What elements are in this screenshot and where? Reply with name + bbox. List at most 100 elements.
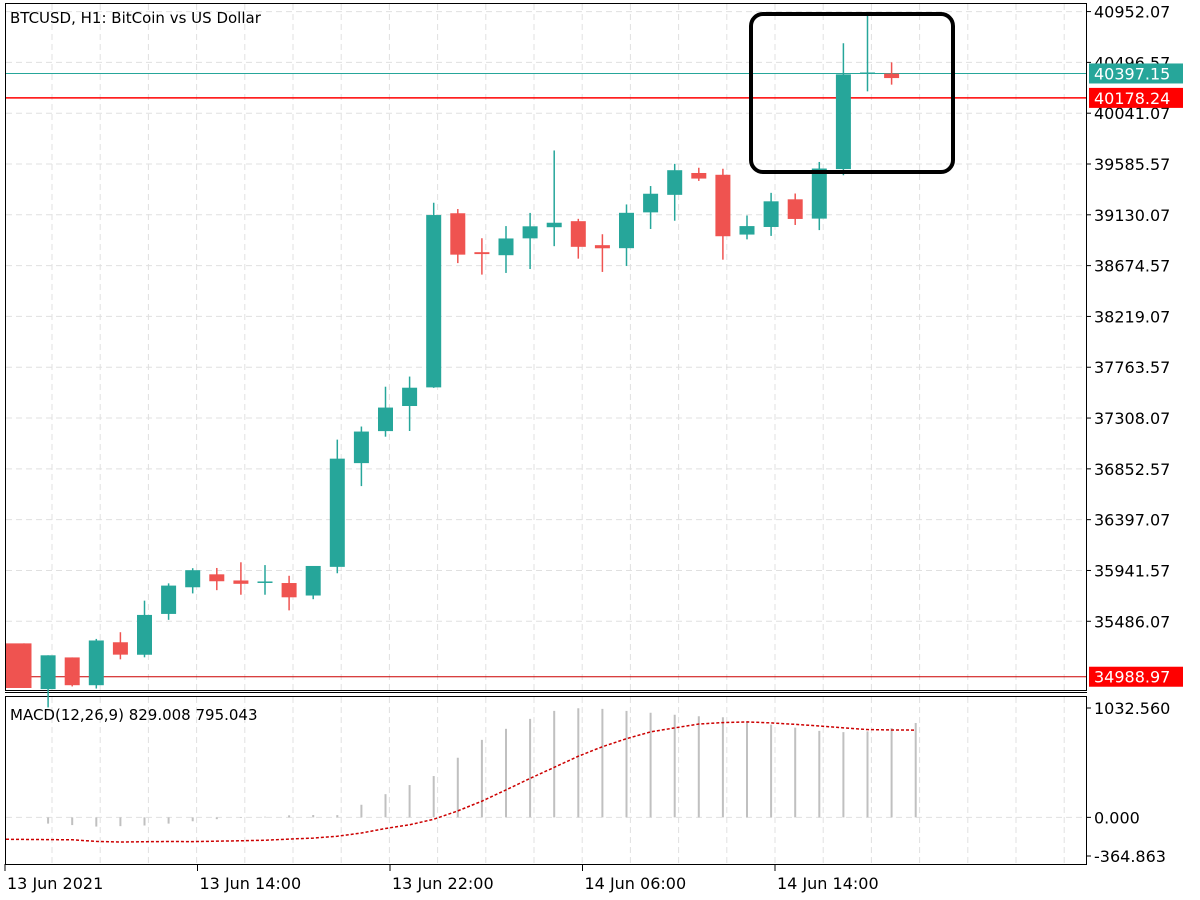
candle — [161, 583, 177, 620]
time-axis-label: 14 Jun 14:00 — [777, 874, 879, 893]
candle-body — [329, 458, 345, 567]
candle-body — [378, 407, 393, 432]
macd-label: MACD(12,26,9) 829.008 795.043 — [10, 706, 258, 724]
candle-body — [570, 221, 586, 247]
time-axis: 13 Jun 2021 13 Jun 14:00 13 Jun 22:00 14 Ju… — [4, 864, 879, 893]
candle — [763, 192, 779, 236]
grid — [6, 4, 1086, 864]
price-axis-label: 40952.07 — [1094, 3, 1170, 22]
macd-signal-line — [5, 721, 916, 843]
candle — [884, 62, 900, 85]
candle — [498, 226, 514, 273]
ask-price-tag: 40178.24 — [1094, 89, 1170, 108]
candle-body — [594, 245, 610, 249]
level-price-tag-bg — [1089, 666, 1183, 687]
price-axis-label: 38674.57 — [1094, 257, 1170, 276]
candle-body — [691, 172, 707, 179]
candle-body — [257, 581, 273, 583]
price-axis-label: 35486.07 — [1094, 612, 1170, 631]
price-level-lines — [6, 72, 1086, 678]
candle — [835, 43, 851, 176]
time-axis-label: 14 Jun 06:00 — [585, 874, 687, 893]
candle — [619, 204, 634, 267]
candle-body — [137, 614, 152, 655]
candle-body — [811, 168, 827, 219]
candle — [691, 167, 707, 181]
candle-body — [112, 642, 128, 655]
price-tags: 40397.15 40178.24 34988.97 — [1089, 63, 1183, 687]
candle-body — [715, 174, 731, 237]
candle-body — [546, 222, 562, 228]
candle — [402, 376, 418, 431]
candle — [787, 193, 803, 225]
candle-body — [884, 73, 900, 79]
price-axis-label: 40041.07 — [1094, 104, 1170, 123]
candle — [546, 150, 562, 247]
macd-axis-label: 1032.560 — [1094, 699, 1170, 718]
candle — [329, 439, 345, 574]
ask-price-tag-bg — [1089, 87, 1183, 108]
candle — [257, 565, 273, 595]
macd-indicator — [5, 708, 917, 843]
macd-pane-frame — [5, 696, 1087, 865]
candle-body — [498, 238, 514, 256]
candle — [450, 209, 466, 264]
highlight-box — [749, 12, 955, 174]
candle-body — [474, 252, 490, 255]
candle-body — [426, 215, 442, 388]
candle — [88, 638, 104, 689]
candle — [112, 632, 128, 660]
bid-price-tag: 40397.15 — [1094, 64, 1170, 83]
price-axis-label: 37308.07 — [1094, 409, 1170, 428]
price-axis-label: 38219.07 — [1094, 307, 1170, 326]
candle-body — [281, 583, 297, 598]
candle — [594, 234, 610, 272]
candle — [378, 386, 393, 437]
time-axis-label: 13 Jun 14:00 — [200, 874, 302, 893]
price-axis-label: 36852.57 — [1094, 460, 1170, 479]
time-axis-label: 13 Jun 22:00 — [392, 874, 494, 893]
candle-body — [161, 585, 177, 614]
candle — [474, 238, 490, 275]
candle — [64, 657, 80, 687]
candle-body — [787, 199, 803, 219]
candle-body — [6, 643, 32, 688]
candle — [353, 426, 369, 487]
candle-body — [450, 213, 466, 255]
candle-body — [667, 170, 683, 195]
candle — [860, 12, 875, 92]
candle — [137, 600, 152, 658]
candles — [6, 12, 900, 708]
candle-body — [763, 201, 779, 227]
candle — [426, 202, 442, 388]
candle — [185, 568, 201, 594]
bid-price-tag-bg — [1089, 63, 1183, 84]
candle-body — [643, 193, 659, 213]
candle — [209, 567, 225, 591]
candle — [6, 643, 32, 688]
candle — [40, 655, 56, 708]
candle-body — [522, 226, 538, 239]
candle-body — [209, 574, 225, 582]
candle — [233, 562, 249, 595]
level-price-tag: 34988.97 — [1094, 668, 1170, 687]
candle — [715, 168, 731, 260]
candle-body — [64, 657, 80, 686]
candle-body — [353, 431, 369, 464]
time-axis-label: 13 Jun 2021 — [7, 874, 103, 893]
candle-body — [835, 74, 851, 170]
price-axis-label: 39130.07 — [1094, 206, 1170, 225]
candle-body — [860, 72, 875, 74]
candle — [305, 565, 321, 600]
candle — [739, 215, 755, 240]
candle — [570, 218, 586, 259]
candle-body — [233, 580, 249, 584]
candle — [522, 212, 538, 270]
candle-body — [40, 655, 56, 690]
candle-body — [88, 640, 104, 686]
candle-body — [739, 226, 755, 235]
candle — [281, 575, 297, 611]
candle — [643, 186, 659, 229]
